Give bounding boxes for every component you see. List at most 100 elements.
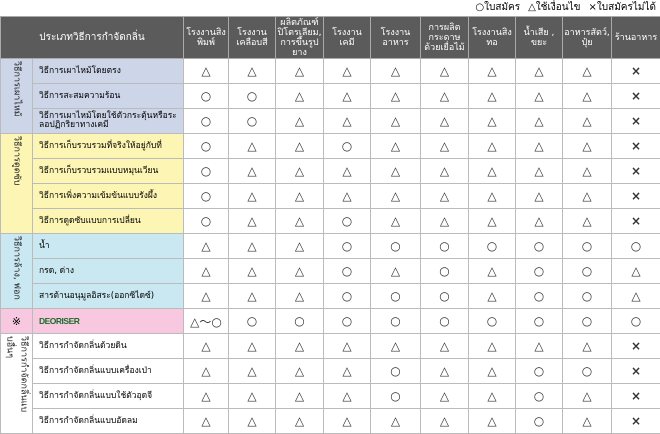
suitability-mark: △ [562,158,612,184]
suitability-mark: ○ [370,308,421,334]
column-header: ประเภทวิธีการกำจัดกลิ่น [0,16,184,59]
suitability-mark: △ [420,183,469,209]
suitability-mark: △ [420,83,469,109]
suitability-mark: △ [370,83,421,109]
suitability-mark: △ [228,58,276,84]
suitability-mark: △ [562,83,612,109]
suitability-mark: ○ [370,233,421,259]
suitability-mark: ○ [515,358,563,384]
method-name: DEORISER [32,308,184,334]
suitability-mark: △ [370,208,421,234]
suitability-mark: △ [515,158,563,184]
legend-item: ○ใบสมัคร [475,2,521,13]
suitability-mark: ○ [562,308,612,334]
suitability-mark: × [611,58,660,84]
suitability-mark: △ [370,333,421,359]
suitability-mark: △ [228,133,276,159]
suitability-mark: ○ [183,158,229,184]
suitability-mark: △ [468,183,516,209]
table-row: วิธีการสะสมความร้อน ○ ○ △ △ △ △ △ △ △ × [0,83,660,109]
suitability-mark: × [611,383,660,409]
suitability-mark: △ [275,408,324,434]
suitability-mark: △ [420,133,469,159]
group-label: วิธีการกำจัดกลิ่นแบบอื่นๆ [0,333,33,434]
suitability-mark: △〜○ [183,308,229,334]
method-name: วิธีการเผาไหม้โดยใช้ตัวกระตุ้นหรือระลอปฏ… [32,108,184,134]
suitability-mark: △ [228,283,276,309]
suitability-mark: △ [515,333,563,359]
suitability-mark: △ [562,333,612,359]
column-header: ร้านอาหาร [611,16,660,59]
suitability-mark: × [611,133,660,159]
group-label: ※ [0,308,33,334]
suitability-mark: ○ [370,283,421,309]
suitability-mark: ○ [323,233,371,259]
suitability-mark: △ [183,333,229,359]
suitability-mark: ○ [562,233,612,259]
suitability-mark: △ [562,208,612,234]
suitability-mark: △ [468,133,516,159]
suitability-mark: ○ [420,283,469,309]
suitability-mark: △ [370,158,421,184]
suitability-mark: ○ [515,408,563,434]
suitability-mark: △ [275,358,324,384]
table-row: วิธีการกำจัดกลิ่นแบบเครื่องเป่า △ △ △ △ ○ △ △ ○ ○… [0,358,660,384]
suitability-mark: △ [562,408,612,434]
suitability-mark: △ [515,83,563,109]
column-header: น้ำเสีย , ขยะ [515,16,563,59]
suitability-mark: △ [515,58,563,84]
suitability-mark: △ [468,83,516,109]
suitability-mark: △ [275,283,324,309]
group-label: วิธีการดูดซับ [0,133,33,234]
table-row: กรด, ด่าง △ △ △ ○ △ ○ △ ○ ○ △ [0,258,660,284]
suitability-mark: ○ [562,258,612,284]
suitability-mark: × [611,408,660,434]
suitability-mark: × [611,208,660,234]
table-row: ※ DEORISER △〜○ ○ ○ ○ ○ ○ ○ ○ ○ ○ [0,308,660,334]
suitability-mark: △ [275,183,324,209]
method-name: วิธีการเก็บรวบรวมแบบหมุนเวียน [32,158,184,184]
suitability-mark: △ [562,133,612,159]
column-header: อาหารสัตว์, ปุ๋ย [562,16,612,59]
suitability-mark: ○ [515,383,563,409]
suitability-mark: ○ [228,108,276,134]
suitability-mark: △ [468,58,516,84]
method-name: กรด, ด่าง [32,258,184,284]
suitability-mark: △ [611,258,660,284]
suitability-mark: ○ [183,208,229,234]
suitability-mark: ○ [370,383,421,409]
suitability-mark: △ [183,258,229,284]
suitability-mark: △ [420,408,469,434]
suitability-mark: △ [228,333,276,359]
suitability-mark: △ [515,183,563,209]
suitability-mark: ○ [611,308,660,334]
suitability-mark: △ [275,258,324,284]
suitability-mark: △ [323,183,371,209]
suitability-mark: × [611,108,660,134]
table-row: วิธีการเพิ่งความเข้มข้นแบบรังผึ้ง ○ △ △ △ △ △ △… [0,183,660,209]
table-row: วิธีการกำจัดกลิ่นแบบอัดลม △ △ △ △ △ △ △ ○ △ × [0,408,660,434]
header-row: ประเภทวิธีการกำจัดกลิ่น โรงงานสิงพิมพ์ โรง… [0,16,660,59]
suitability-mark: △ [323,158,371,184]
suitability-mark: △ [420,333,469,359]
suitability-mark: △ [323,408,371,434]
suitability-mark: △ [228,208,276,234]
suitability-mark: ○ [275,308,324,334]
suitability-mark: △ [370,258,421,284]
suitability-mark: ○ [468,308,516,334]
suitability-mark: △ [468,333,516,359]
suitability-mark: △ [228,158,276,184]
table-body: วิธีการเผาไหม้ วิธีการเผาไหม้โดยตรง △ △ △ △ △ △… [0,58,660,434]
suitability-mark: △ [420,383,469,409]
suitability-mark: ○ [420,308,469,334]
suitability-mark: △ [468,258,516,284]
suitability-mark: △ [468,408,516,434]
suitability-mark: △ [183,383,229,409]
suitability-mark: △ [275,158,324,184]
suitability-mark: ○ [183,133,229,159]
column-header: โรงงานเคมี [323,16,371,59]
table-row: วิธีการเก็บรวบรวมแบบหมุนเวียน ○ △ △ △ △ △ △ △ △ × [0,158,660,184]
suitability-mark: △ [420,358,469,384]
legend-item: △ใช้เงื่อนไข [528,2,581,13]
group-label: วิธีการเผาไหม้ [0,58,33,134]
